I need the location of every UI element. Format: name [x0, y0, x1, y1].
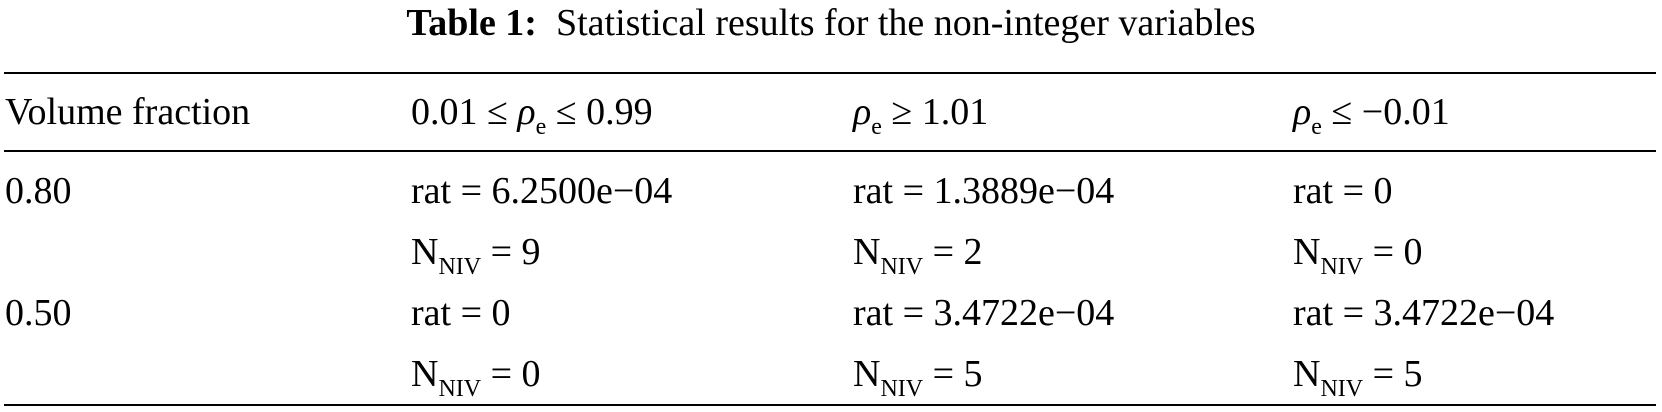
subscript: NIV	[438, 254, 482, 280]
rat-cell: rat = 3.4722e−04	[853, 292, 1115, 334]
rat-cell: rat = 0	[411, 292, 511, 334]
niv-cell: NNIV = 0	[411, 353, 541, 401]
symbol: N	[1293, 353, 1321, 395]
symbol: N	[411, 353, 439, 395]
niv-cell: NNIV = 5	[1293, 353, 1423, 401]
header-cell: ρe ≤ −0.01	[1293, 91, 1450, 139]
fraction-cell: 0.50	[5, 292, 72, 334]
text: ≤ −0.01	[1321, 91, 1450, 133]
niv-cell: NNIV = 5	[853, 353, 983, 401]
text: 0.01 ≤	[411, 91, 518, 133]
subscript: NIV	[438, 376, 482, 402]
subscript: NIV	[880, 254, 924, 280]
niv-cell: NNIV = 9	[411, 231, 541, 279]
fraction-cell: 0.80	[5, 170, 72, 212]
bottom-rule	[4, 404, 1656, 406]
subscript: e	[1311, 114, 1322, 140]
symbol: N	[853, 353, 881, 395]
rat-cell: rat = 3.4722e−04	[1293, 292, 1555, 334]
rat-cell: rat = 0	[1293, 170, 1393, 212]
caption: Table 1: Statistical results for the non…	[0, 4, 1662, 42]
rat-cell: rat = 6.2500e−04	[411, 170, 673, 212]
symbol: N	[853, 231, 881, 273]
niv-cell: NNIV = 2	[853, 231, 983, 279]
header-cell: Volume fraction	[5, 91, 251, 133]
subscript: e	[535, 114, 547, 140]
text: = 0	[481, 353, 541, 395]
caption-label: Table 1:	[406, 2, 537, 44]
symbol: N	[411, 231, 439, 273]
subscript: NIV	[1320, 254, 1364, 280]
text: = 9	[481, 231, 541, 273]
header-cell: 0.01 ≤ ρe ≤ 0.99	[411, 91, 653, 139]
top-rule	[4, 72, 1656, 74]
subscript: NIV	[1320, 376, 1364, 402]
rat-cell: rat = 1.3889e−04	[853, 170, 1115, 212]
text: = 5	[1363, 353, 1423, 395]
symbol: ρ	[517, 91, 536, 133]
text: = 5	[923, 353, 983, 395]
niv-cell: NNIV = 0	[1293, 231, 1423, 279]
text: ≥ 1.01	[881, 91, 989, 133]
text: = 2	[923, 231, 983, 273]
symbol: ρ	[853, 91, 872, 133]
symbol: ρ	[1293, 91, 1312, 133]
caption-text: Statistical results for the non-integer …	[555, 2, 1256, 44]
header-cell: ρe ≥ 1.01	[853, 91, 989, 139]
mid-rule	[4, 150, 1656, 152]
subscript: NIV	[880, 376, 924, 402]
symbol: N	[1293, 231, 1321, 273]
text: = 0	[1363, 231, 1423, 273]
subscript: e	[871, 114, 882, 140]
text: ≤ 0.99	[546, 91, 653, 133]
